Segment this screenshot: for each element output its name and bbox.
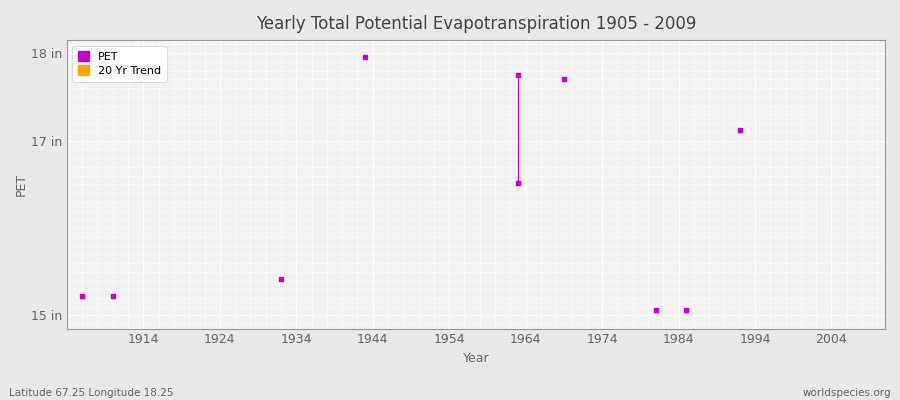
X-axis label: Year: Year <box>463 352 490 365</box>
Y-axis label: PET: PET <box>15 173 28 196</box>
Title: Yearly Total Potential Evapotranspiration 1905 - 2009: Yearly Total Potential Evapotranspiratio… <box>256 15 696 33</box>
Text: worldspecies.org: worldspecies.org <box>803 388 891 398</box>
Legend: PET, 20 Yr Trend: PET, 20 Yr Trend <box>72 46 166 82</box>
Text: Latitude 67.25 Longitude 18.25: Latitude 67.25 Longitude 18.25 <box>9 388 174 398</box>
